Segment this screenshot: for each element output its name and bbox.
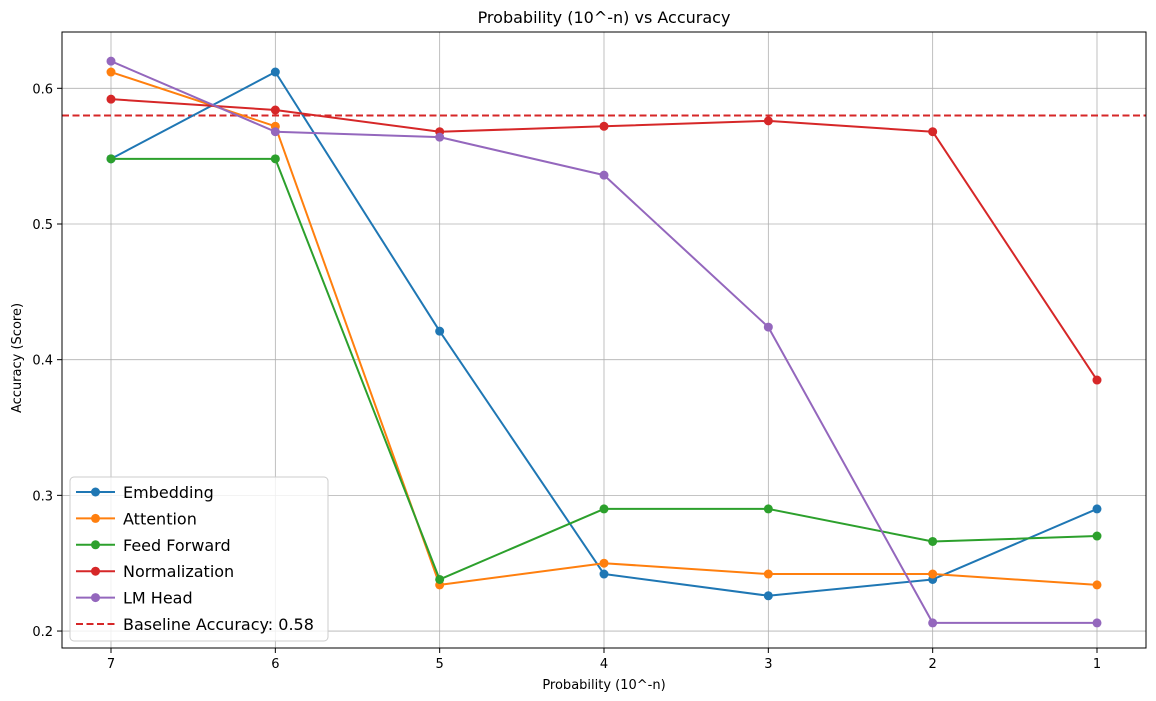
data-point-lm-head [106, 56, 116, 66]
data-point-lm-head [763, 322, 773, 332]
data-point-attention [106, 67, 116, 77]
x-tick-label: 2 [929, 657, 937, 672]
x-axis-label: Probability (10^-n) [542, 678, 665, 693]
legend: Embedding Attention Feed Forward Normalizat… [69, 476, 329, 642]
y-tick-label: 0.2 [32, 625, 53, 640]
y-tick-label: 0.5 [32, 218, 53, 233]
data-point-lm-head [270, 127, 280, 137]
legend-marker [91, 487, 100, 497]
data-point-embedding [599, 569, 609, 579]
data-point-embedding [435, 326, 445, 336]
data-point-normalization [763, 116, 773, 126]
chart-title: Probability (10^-n) vs Accuracy [478, 8, 731, 27]
data-point-feed-forward [270, 154, 280, 164]
ticks: 7 6 5 4 3 2 1 0.2 0.3 0.4 0.5 0.6 [32, 82, 1101, 672]
legend-item-lm-head: LM Head [76, 589, 193, 608]
data-point-lm-head [1092, 618, 1102, 628]
data-point-attention [928, 569, 938, 579]
series-lm-head [106, 56, 1102, 628]
legend-marker [91, 540, 100, 550]
legend-item-baseline-accuracy-0-58: Baseline Accuracy: 0.58 [76, 615, 314, 634]
data-point-embedding [1092, 504, 1102, 514]
legend-label: Embedding [123, 483, 214, 502]
data-point-lm-head [435, 132, 445, 142]
legend-label: Attention [123, 509, 197, 528]
x-tick-label: 3 [764, 657, 772, 672]
data-point-feed-forward [435, 574, 445, 584]
legend-item-feed-forward: Feed Forward [76, 536, 231, 555]
data-point-normalization [270, 105, 280, 115]
y-tick-label: 0.3 [32, 489, 53, 504]
x-tick-label: 4 [600, 657, 608, 672]
legend-label: Normalization [123, 562, 234, 581]
legend-marker [91, 593, 100, 603]
series-normalization [106, 94, 1102, 385]
x-tick-label: 5 [436, 657, 444, 672]
legend-label: Baseline Accuracy: 0.58 [123, 615, 314, 634]
data-point-normalization [1092, 375, 1102, 385]
data-point-feed-forward [599, 504, 609, 514]
legend-marker [91, 513, 100, 523]
data-point-lm-head [928, 618, 938, 628]
data-point-attention [763, 569, 773, 579]
data-point-embedding [270, 67, 280, 77]
data-point-normalization [599, 121, 609, 131]
legend-label: LM Head [123, 589, 193, 608]
data-point-attention [1092, 580, 1102, 590]
y-tick-label: 0.6 [32, 82, 53, 97]
data-point-attention [599, 558, 609, 568]
x-tick-label: 6 [271, 657, 279, 672]
x-tick-label: 7 [107, 657, 115, 672]
legend-label: Feed Forward [123, 536, 231, 555]
legend-item-attention: Attention [76, 509, 197, 528]
legend-item-normalization: Normalization [76, 562, 234, 581]
y-axis-label: Accuracy (Score) [10, 303, 25, 413]
series-feed-forward [106, 154, 1102, 584]
legend-box [69, 476, 329, 642]
y-tick-label: 0.4 [32, 354, 53, 369]
legend-item-embedding: Embedding [76, 483, 214, 502]
data-point-embedding [763, 591, 773, 601]
data-point-normalization [928, 127, 938, 137]
data-point-normalization [106, 94, 116, 104]
data-point-feed-forward [1092, 531, 1102, 541]
legend-marker [91, 566, 100, 576]
data-point-feed-forward [763, 504, 773, 514]
data-point-feed-forward [928, 536, 938, 546]
x-tick-label: 1 [1093, 657, 1101, 672]
data-point-lm-head [599, 170, 609, 180]
data-point-feed-forward [106, 154, 116, 164]
series-layer [106, 56, 1102, 628]
